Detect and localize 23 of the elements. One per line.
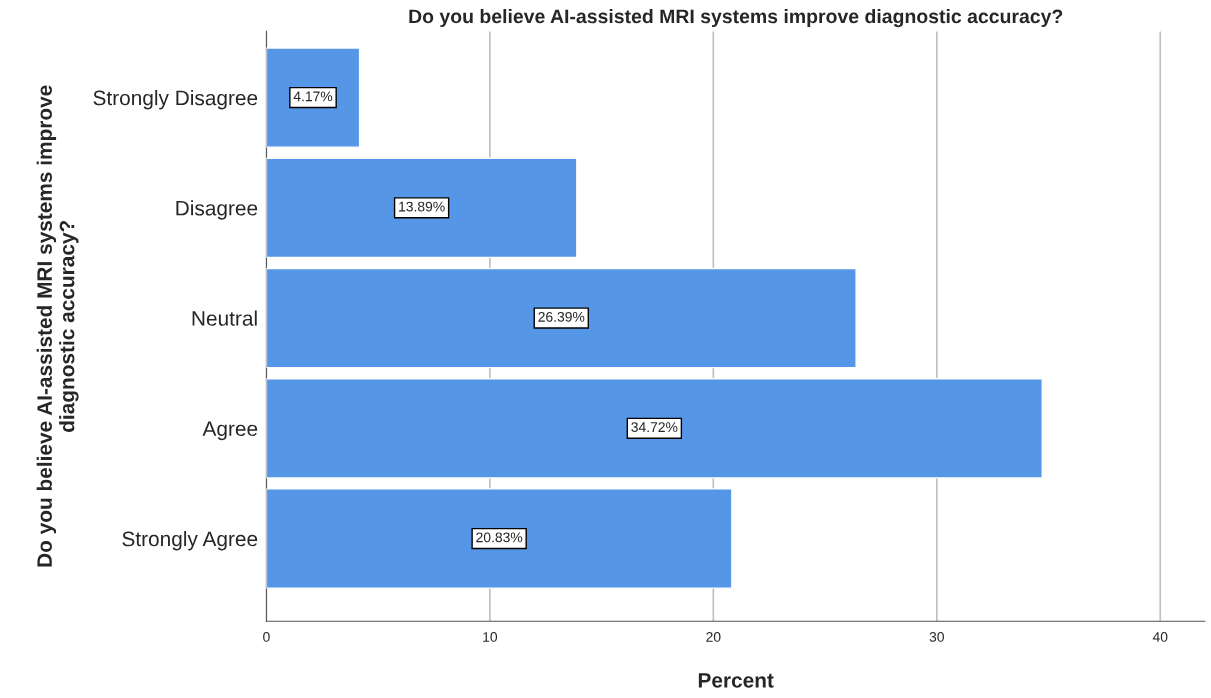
y-tick-label: Strongly Disagree [93,90,258,110]
y-tick-label: Strongly Agree [122,530,258,551]
x-tick-label: 30 [929,632,944,642]
data-label: 26.39% [538,311,585,322]
x-tick-label: 0 [263,632,270,642]
x-axis-title: Percent [698,673,774,688]
y-tick-label: Neutral [192,310,257,326]
data-label: 20.83% [476,532,523,543]
bar [266,377,1043,479]
data-label: 13.89% [399,201,445,212]
chart-title: Do you believe AI-assisted MRI systems improve diagnostic accuracy? [409,8,1063,28]
bar [266,267,857,369]
x-tick-label: 20 [706,632,721,642]
y-axis-title: Do you believe AI-assisted MRI systems improve diagnostic accuracy? [36,85,79,567]
bar [266,47,361,148]
y-tick-label: Agree [202,421,258,441]
data-label: 4.17% [293,91,333,102]
x-tick-label: 10 [483,632,498,642]
bar [266,488,733,589]
y-tick-label: Disagree [176,200,258,220]
data-label: 34.72% [631,422,678,433]
x-tick-label: 40 [1152,632,1168,642]
bar [266,157,578,259]
